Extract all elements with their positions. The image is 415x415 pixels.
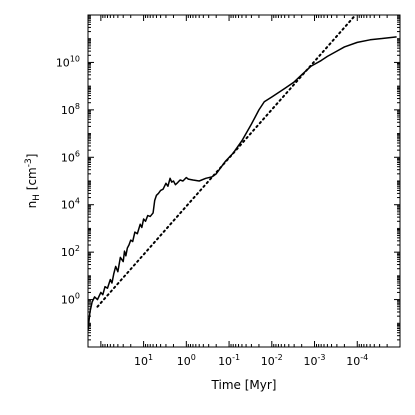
plot-area: [87, 14, 401, 348]
plot-frame: [87, 14, 401, 348]
y-axis-label: nH [cm-3]: [24, 154, 42, 209]
x-tick-label: 10-2: [261, 353, 283, 368]
y-axis-ticks: 100 102 104 106 108 1010: [56, 15, 400, 348]
x-tick-label: 101: [134, 353, 153, 368]
density-line: [88, 36, 397, 331]
y-tick-label: 106: [61, 149, 80, 164]
x-tick-label: 10-1: [218, 353, 240, 368]
x-tick-label: 100: [177, 353, 196, 368]
y-tick-label: 102: [61, 244, 80, 259]
y-tick-label: 108: [61, 102, 80, 117]
y-tick-label: 100: [61, 292, 80, 307]
x-tick-label: 10-4: [346, 353, 368, 368]
x-axis-ticks: 101 100 10-1 10-2 10-3 10-4: [87, 15, 401, 368]
y-tick-label: 1010: [56, 54, 80, 69]
x-axis-label: Time [Myr]: [211, 378, 277, 392]
y-tick-label: 104: [61, 197, 80, 212]
x-tick-label: 10-3: [304, 353, 326, 368]
reference-dotted-line: [96, 15, 357, 308]
